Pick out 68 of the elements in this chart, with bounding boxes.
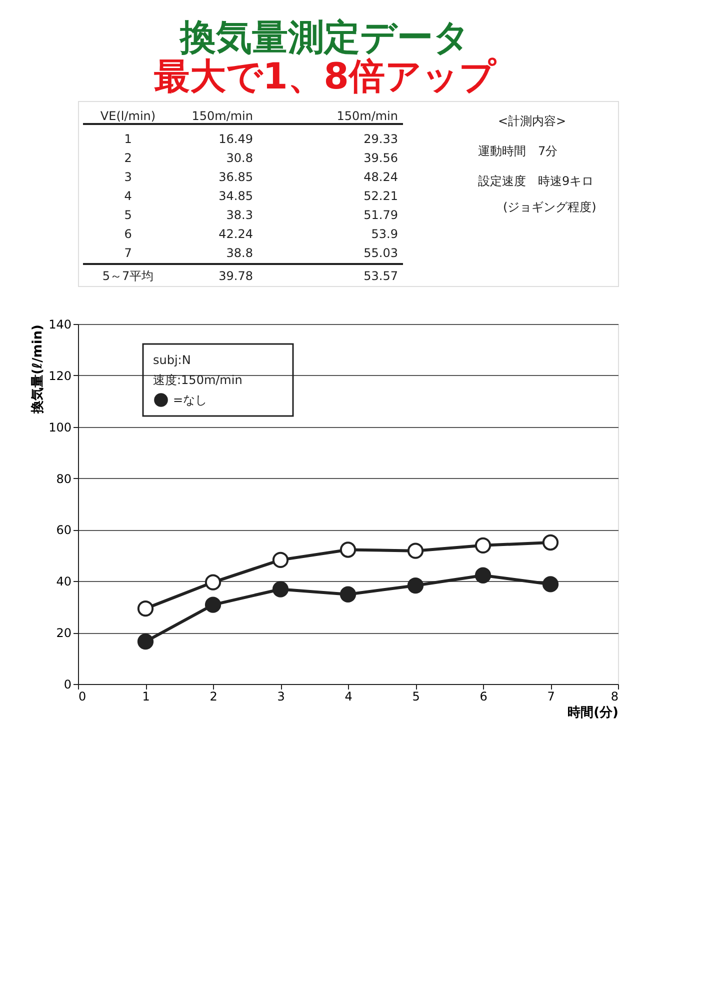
x-tick-label: 6: [480, 690, 488, 704]
text: 7: [124, 246, 132, 260]
text: 48.24: [364, 170, 398, 184]
point: [204, 596, 222, 613]
y-tick-label: 100: [48, 420, 72, 434]
text: VE(l/min): [100, 109, 156, 123]
text: 51.79: [364, 208, 398, 222]
text: 42.24: [218, 227, 253, 241]
text: 設定速度 時速9キロ: [478, 174, 594, 188]
text: 53.57: [364, 269, 398, 283]
point: [137, 634, 154, 650]
y-tick-label: 140: [48, 318, 72, 332]
text: 36.85: [218, 170, 253, 184]
chart-subtitle: 最大で1、8倍アップ: [154, 56, 497, 98]
text: 150m/min: [192, 109, 253, 123]
x-tick-label: 4: [344, 690, 352, 704]
point: [474, 567, 492, 584]
y-axis-title: 換気量(ℓ/min): [30, 324, 46, 415]
y-tick-label: 20: [56, 626, 72, 640]
text: (ジョギング程度): [503, 200, 596, 214]
text: 38.8: [226, 246, 253, 260]
x-tick-label: 7: [547, 690, 555, 704]
text: 30.8: [226, 151, 253, 165]
text: 16.49: [218, 132, 253, 146]
x-tick-label: 0: [78, 690, 86, 704]
text: 150m/min: [336, 109, 398, 123]
point: [542, 576, 559, 592]
x-tick-label: 2: [210, 690, 218, 704]
y-tick-label: 40: [56, 574, 72, 589]
y-tick-label: 60: [56, 523, 72, 538]
text: 4: [124, 189, 132, 203]
y-tick-label: 80: [56, 472, 72, 486]
text: 52.21: [364, 189, 398, 203]
point: [272, 581, 289, 598]
text: 1: [124, 132, 132, 146]
point: [407, 542, 424, 559]
point: [137, 600, 154, 617]
legend-title: subj:N 速度:150m/min: [153, 353, 242, 387]
point: [340, 542, 356, 558]
text: 29.33: [364, 132, 398, 146]
point: [407, 577, 424, 594]
point: [474, 537, 492, 554]
x-tick-label: 1: [142, 690, 150, 704]
text: 6: [124, 227, 132, 241]
text: 39.78: [218, 269, 253, 283]
x-tick-label: 8: [610, 690, 618, 704]
point: [542, 534, 559, 551]
y-tick-label: 120: [48, 368, 72, 383]
x-tick-label: 3: [277, 690, 285, 704]
chart-title: 換気量測定データ: [178, 18, 470, 58]
text: 3: [124, 170, 132, 184]
text: 39.56: [364, 151, 398, 165]
point: [340, 586, 356, 602]
text: 38.3: [226, 208, 253, 222]
x-axis-title: 時間(分): [568, 706, 618, 720]
point: [272, 552, 289, 568]
x-tick-label: 5: [412, 690, 420, 704]
text: 5～7平均: [102, 269, 154, 283]
text: 2: [124, 151, 132, 165]
text: 55.03: [364, 246, 398, 260]
text: 運動時間 7分: [478, 144, 558, 158]
point: [204, 574, 222, 590]
text: <計測内容>: [498, 114, 566, 128]
text: 5: [124, 208, 132, 222]
text: 53.9: [371, 227, 398, 241]
text: 34.85: [218, 189, 253, 203]
y-tick-label: 0: [64, 678, 72, 692]
legend-label: =なし: [173, 393, 208, 407]
